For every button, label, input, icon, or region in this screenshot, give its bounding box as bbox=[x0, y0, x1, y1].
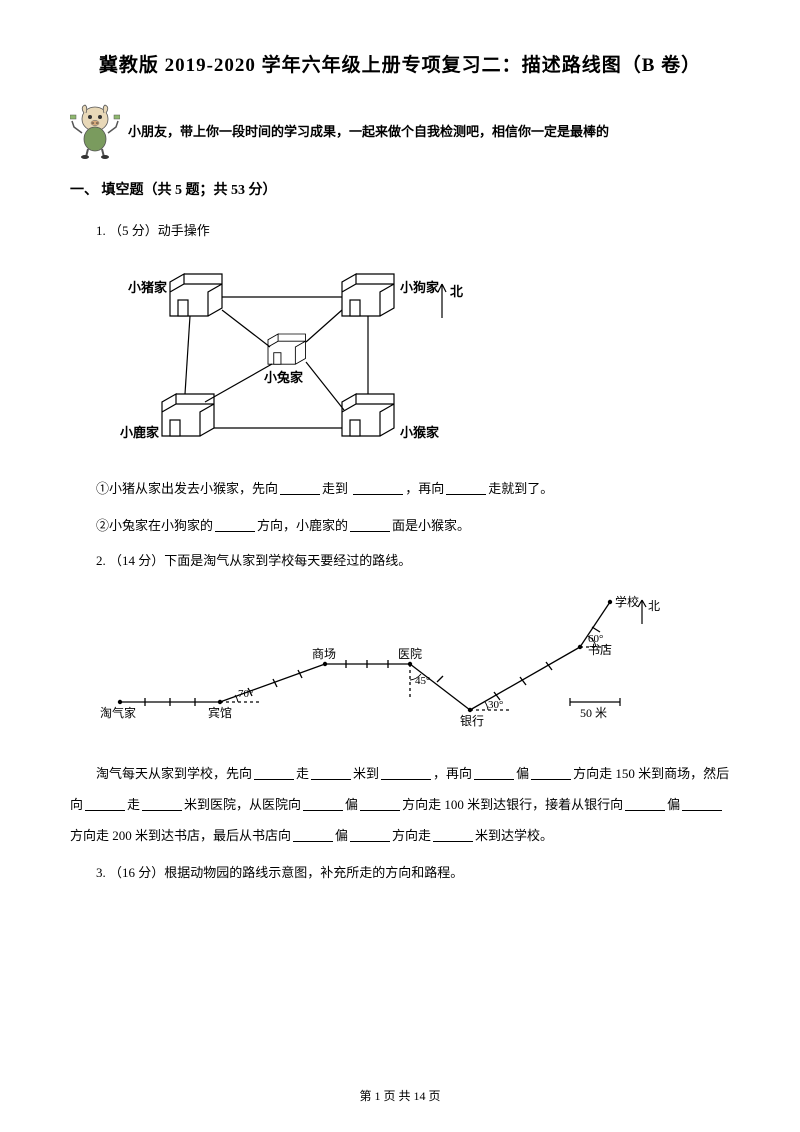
q1-sub2: ②小兔家在小狗家的 方向，小鹿家的 面是小猴家。 bbox=[70, 510, 730, 541]
page-footer: 第 1 页 共 14 页 bbox=[0, 1087, 800, 1104]
blank[interactable] bbox=[625, 797, 665, 811]
text: 米到达学校。 bbox=[475, 828, 553, 843]
svg-text:小兔家: 小兔家 bbox=[264, 370, 304, 385]
svg-text:45°: 45° bbox=[415, 675, 430, 687]
blank[interactable] bbox=[446, 481, 486, 495]
text: 淘气每天从家到学校，先向 bbox=[96, 766, 252, 781]
blank[interactable] bbox=[303, 797, 343, 811]
text: 米到医院，从医院向 bbox=[184, 797, 301, 812]
mascot-icon bbox=[70, 101, 120, 159]
svg-text:70°: 70° bbox=[238, 688, 253, 700]
text: 方向，小鹿家的 bbox=[257, 518, 348, 533]
blank[interactable] bbox=[353, 481, 403, 495]
svg-text:学校: 学校 bbox=[615, 594, 639, 609]
blank[interactable] bbox=[350, 518, 390, 532]
blank[interactable] bbox=[433, 828, 473, 842]
blank[interactable] bbox=[381, 766, 431, 780]
svg-text:小猴家: 小猴家 bbox=[400, 425, 440, 440]
page-title: 冀教版 2019-2020 学年六年级上册专项复习二：描述路线图（B 卷） bbox=[70, 50, 730, 77]
text: 方向走 100 米到达银行，接着从银行向 bbox=[402, 797, 623, 812]
intro-text: 小朋友，带上你一段时间的学习成果，一起来做个自我检测吧，相信你一定是最棒的 bbox=[128, 121, 730, 140]
text: ，再向 bbox=[433, 766, 472, 781]
svg-text:小鹿家: 小鹿家 bbox=[120, 425, 160, 440]
question-3-prompt: 3. （16 分）根据动物园的路线示意图，补充所走的方向和路程。 bbox=[70, 859, 730, 888]
text: 偏 bbox=[516, 766, 529, 781]
blank[interactable] bbox=[350, 828, 390, 842]
blank[interactable] bbox=[474, 766, 514, 780]
text: ，再向 bbox=[405, 481, 444, 496]
text: 走到 bbox=[322, 481, 348, 496]
svg-text:商场: 商场 bbox=[312, 646, 336, 661]
q1-sub1: ①小猪从家出发去小猴家，先向 走到 ，再向 走就到了。 bbox=[70, 473, 730, 504]
blank[interactable] bbox=[682, 797, 722, 811]
svg-text:医院: 医院 bbox=[398, 647, 422, 661]
blank[interactable] bbox=[531, 766, 571, 780]
text: 走 bbox=[127, 797, 140, 812]
section-header: 一、 填空题（共 5 题；共 53 分） bbox=[70, 179, 730, 199]
question-2-prompt: 2. （14 分）下面是淘气从家到学校每天要经过的路线。 bbox=[70, 547, 730, 576]
text: 米到 bbox=[353, 766, 379, 781]
svg-text:银行: 银行 bbox=[460, 714, 484, 728]
blank[interactable] bbox=[85, 797, 125, 811]
question-1-prompt: 1. （5 分）动手操作 bbox=[70, 217, 730, 246]
blank[interactable] bbox=[280, 481, 320, 495]
text: 偏 bbox=[335, 828, 348, 843]
q2-description: 淘气每天从家到学校，先向走米到，再向偏方向走 150 米到商场，然后向走米到医院… bbox=[70, 758, 730, 852]
svg-text:小狗家: 小狗家 bbox=[400, 280, 440, 295]
svg-text:北: 北 bbox=[450, 284, 463, 299]
text: ②小兔家在小狗家的 bbox=[96, 518, 213, 533]
svg-text:50 米: 50 米 bbox=[580, 706, 607, 720]
svg-text:30°: 30° bbox=[488, 699, 503, 711]
question-2-figure: 淘气家 宾馆 商场 医院 银行 书店 学校 50 米 北 70° 45° 30°… bbox=[90, 592, 730, 742]
text: 偏 bbox=[667, 797, 680, 812]
text: 走 bbox=[296, 766, 309, 781]
text: 方向走 200 米到达书店，最后从书店向 bbox=[70, 828, 291, 843]
intro-row: 小朋友，带上你一段时间的学习成果，一起来做个自我检测吧，相信你一定是最棒的 bbox=[70, 101, 730, 159]
blank[interactable] bbox=[254, 766, 294, 780]
svg-text:宾馆: 宾馆 bbox=[208, 705, 232, 720]
blank[interactable] bbox=[142, 797, 182, 811]
text: 偏 bbox=[345, 797, 358, 812]
svg-text:淘气家: 淘气家 bbox=[100, 705, 136, 720]
blank[interactable] bbox=[360, 797, 400, 811]
blank[interactable] bbox=[215, 518, 255, 532]
svg-text:小猪家: 小猪家 bbox=[128, 280, 168, 295]
blank[interactable] bbox=[293, 828, 333, 842]
svg-text:书店: 书店 bbox=[588, 643, 612, 657]
text: 面是小猴家。 bbox=[392, 518, 470, 533]
text: 走就到了。 bbox=[488, 481, 553, 496]
text: ①小猪从家出发去小猴家，先向 bbox=[96, 481, 278, 496]
blank[interactable] bbox=[311, 766, 351, 780]
question-1-figure: 小猪家 小狗家 小兔家 小鹿家 小猴家 北 bbox=[110, 262, 730, 457]
svg-text:60°: 60° bbox=[588, 633, 603, 645]
text: 方向走 bbox=[392, 828, 431, 843]
svg-text:北: 北 bbox=[648, 599, 660, 613]
